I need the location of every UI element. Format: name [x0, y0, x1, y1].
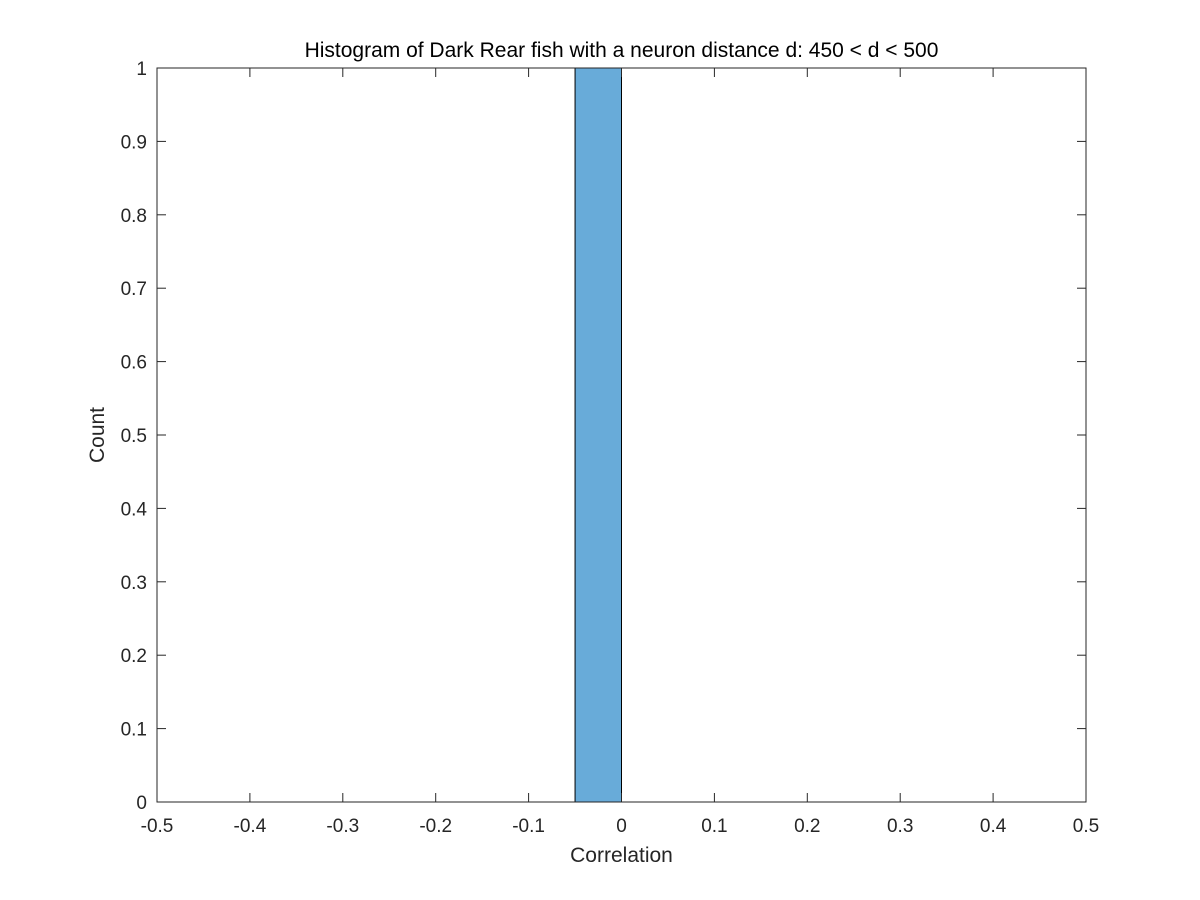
x-axis-label: Correlation [570, 844, 673, 867]
y-tick-label-6: 0.6 [121, 353, 147, 374]
y-tick-label-0: 0 [136, 793, 147, 814]
x-tick-label-1: -0.4 [234, 816, 267, 837]
chart-title: Histogram of Dark Rear fish with a neuro… [305, 39, 939, 62]
x-tick-label-10: 0.5 [1073, 816, 1099, 837]
x-tick-label-8: 0.3 [887, 816, 913, 837]
x-tick-label-4: -0.1 [512, 816, 545, 837]
tick-labels-layer: -0.5 -0.4 -0.3 -0.2 -0.1 0 0.1 0.2 0.3 0.4 0.5 0 0.1… [121, 59, 1100, 837]
x-tick-label-0: -0.5 [141, 816, 174, 837]
y-tick-label-3: 0.3 [121, 573, 147, 594]
bars-layer [574, 67, 622, 803]
x-tick-label-9: 0.4 [980, 816, 1007, 837]
x-tick-label-3: -0.2 [419, 816, 452, 837]
y-tick-label-7: 0.7 [121, 279, 147, 300]
x-tick-label-6: 0.1 [701, 816, 727, 837]
ticks-layer [156, 67, 1087, 803]
y-tick-label-4: 0.4 [121, 499, 148, 520]
y-tick-label-2: 0.2 [121, 646, 147, 667]
axes-box [156, 67, 1087, 803]
x-tick-label-5: 0 [616, 816, 627, 837]
x-tick-label-2: -0.3 [326, 816, 359, 837]
y-tick-label-1: 0.1 [121, 720, 147, 741]
y-tick-label-8: 0.8 [121, 206, 147, 227]
histogram-bar-0 [574, 67, 622, 803]
x-tick-label-7: 0.2 [794, 816, 820, 837]
y-tick-label-5: 0.5 [121, 426, 147, 447]
y-tick-label-9: 0.9 [121, 132, 147, 153]
y-tick-label-10: 1 [136, 59, 147, 80]
y-axis-label: Count [86, 407, 109, 463]
